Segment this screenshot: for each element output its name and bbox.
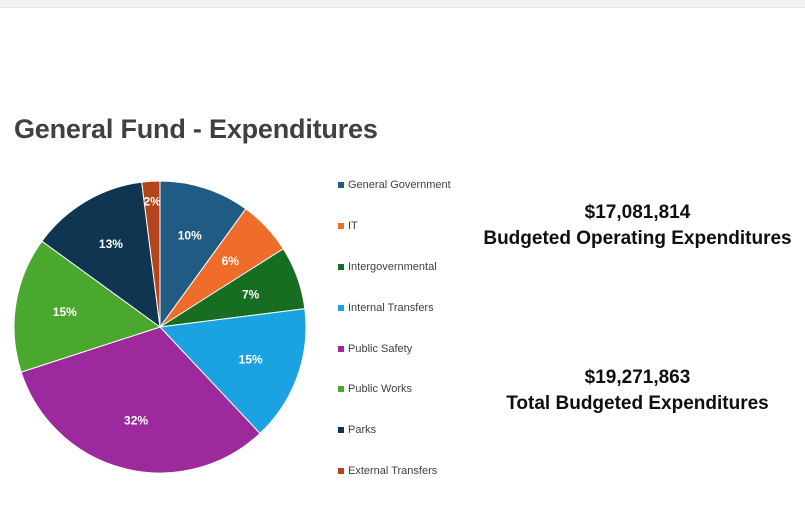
legend-item: Internal Transfers	[338, 300, 478, 316]
pie-slice-external-transfers	[141, 180, 161, 328]
total-expenditures-amount: $19,271,863	[584, 367, 691, 388]
legend-swatch	[338, 345, 344, 352]
slice-value-label: 7%	[242, 287, 260, 301]
legend-label: IT	[348, 219, 358, 232]
page-title: General Fund - Expenditures	[14, 114, 378, 144]
legend-swatch	[338, 427, 344, 434]
legend-item: Public Safety	[338, 341, 478, 357]
operating-expenditures-stat: $17,081,814 Budgeted Operating Expenditu…	[460, 200, 805, 252]
pie-slice-public-works	[13, 240, 162, 373]
legend-label: Intergovernmental	[348, 260, 437, 273]
legend-swatch	[338, 468, 344, 475]
operating-expenditures-amount: $17,081,814	[584, 202, 691, 223]
legend-swatch	[338, 386, 344, 393]
legend-item: Intergovernmental	[338, 259, 478, 275]
slice-value-label: 2%	[143, 195, 161, 209]
legend-item: General Government	[338, 177, 478, 193]
pie-slice-internal-transfers	[158, 308, 307, 435]
legend-label: Parks	[348, 424, 377, 437]
chart-legend: General Government IT Intergovernmental Int…	[338, 177, 478, 504]
operating-expenditures-label: Budgeted Operating Expenditures	[483, 228, 792, 249]
legend-swatch	[338, 304, 344, 311]
slice-value-label: 10%	[178, 228, 202, 242]
legend-label: Internal Transfers	[348, 301, 434, 314]
legend-label: External Transfers	[348, 465, 438, 478]
slice-value-label: 13%	[99, 237, 123, 251]
legend-label: Public Safety	[348, 342, 413, 355]
slice-value-label: 15%	[239, 353, 263, 367]
slice-value-label: 15%	[53, 305, 77, 319]
pie-slice-general-government	[159, 180, 247, 329]
legend-item: IT	[338, 218, 478, 234]
legend-swatch	[338, 182, 344, 188]
total-expenditures-stat: $19,271,863 Total Budgeted Expenditures	[460, 365, 805, 417]
total-expenditures-label: Total Budgeted Expenditures	[506, 393, 769, 414]
legend-label: General Government	[348, 179, 451, 191]
pie-slice-public-safety	[20, 326, 261, 474]
legend-label: Public Works	[348, 383, 412, 396]
pie-chart: 10% 6% 7% 15% 32% 15% 13% 2%	[13, 180, 307, 474]
legend-item: Public Works	[338, 381, 478, 397]
top-strip	[0, 0, 805, 8]
pie-slice-parks	[41, 181, 161, 329]
slice-value-label: 32%	[124, 413, 148, 427]
legend-swatch	[338, 222, 344, 229]
legend-swatch	[338, 263, 344, 270]
legend-item: External Transfers	[338, 463, 478, 479]
legend-item: Parks	[338, 422, 478, 438]
slice-value-label: 6%	[222, 254, 240, 268]
